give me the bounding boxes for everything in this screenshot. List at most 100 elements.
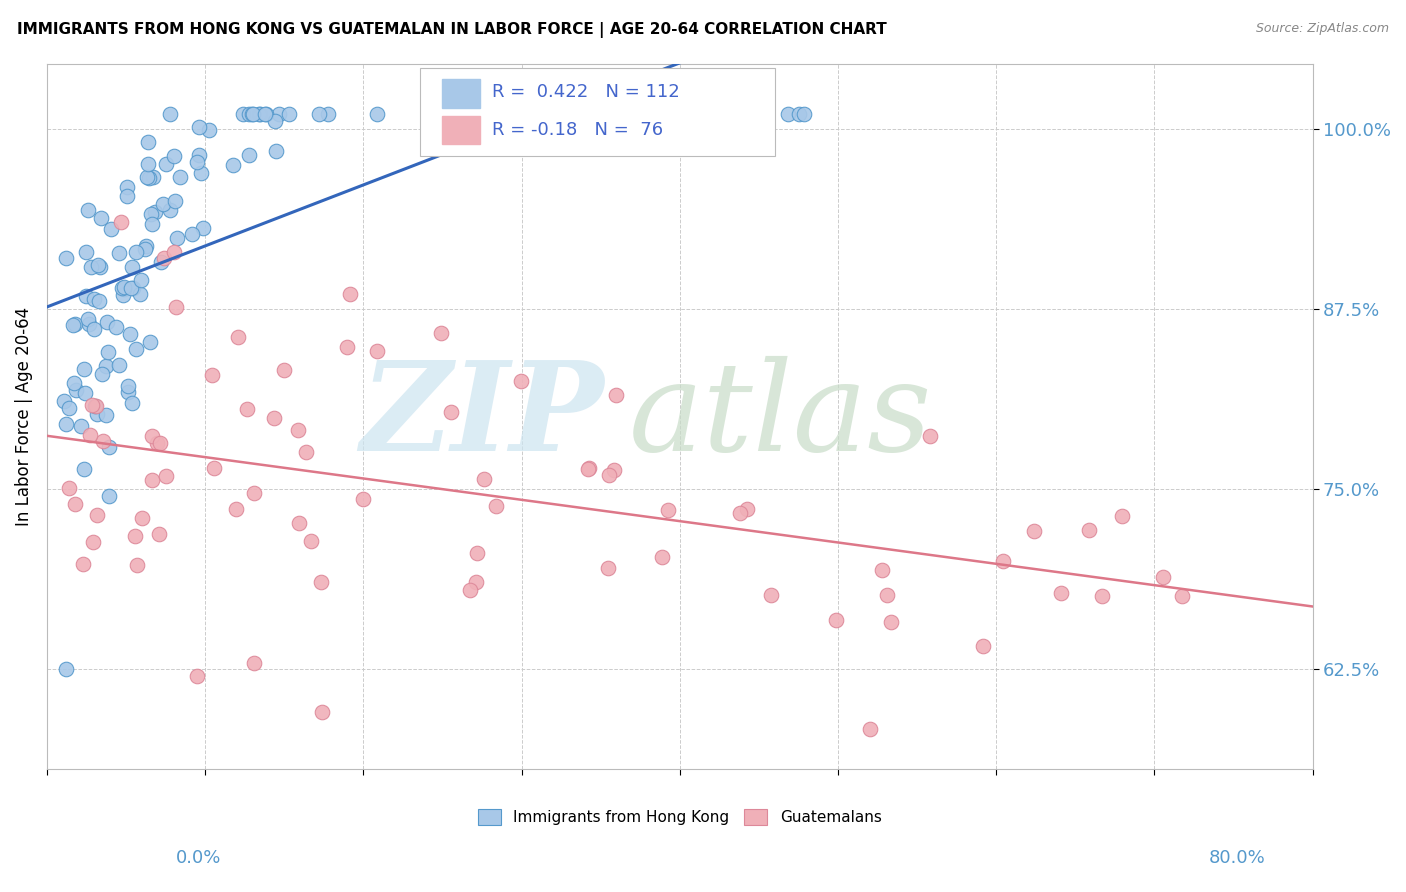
Point: [62, 318, 84, 332]
Text: Source: ZipAtlas.com: Source: ZipAtlas.com: [1256, 22, 1389, 36]
Point: [122, 281, 145, 295]
Point: [63, 497, 86, 511]
Point: [115, 180, 138, 194]
Point: [138, 171, 160, 186]
Point: [120, 281, 142, 295]
Point: [242, 107, 264, 121]
Point: [1022, 524, 1045, 538]
Point: [125, 245, 148, 260]
Point: [273, 363, 295, 377]
Text: ZIP: ZIP: [360, 356, 603, 477]
Point: [311, 574, 333, 589]
Point: [734, 107, 756, 121]
Point: [859, 722, 882, 736]
Point: [134, 243, 156, 257]
Point: [62, 376, 84, 390]
Point: [236, 401, 259, 416]
Point: [228, 330, 250, 344]
Point: [121, 260, 143, 274]
Point: [83, 322, 105, 336]
Point: [880, 615, 903, 630]
Point: [336, 340, 359, 354]
Point: [263, 411, 285, 425]
Point: [145, 436, 167, 450]
Point: [465, 546, 488, 560]
Point: [96, 315, 118, 329]
Point: [125, 342, 148, 356]
Point: [141, 473, 163, 487]
Point: [100, 222, 122, 236]
Point: [128, 286, 150, 301]
Point: [58, 401, 80, 416]
Point: [578, 461, 600, 475]
Point: [1050, 585, 1073, 599]
Point: [138, 136, 160, 150]
Point: [105, 319, 128, 334]
Point: [1152, 570, 1174, 584]
Point: [72, 557, 94, 571]
Point: [440, 405, 463, 419]
Point: [299, 533, 322, 548]
Point: [603, 463, 626, 477]
Point: [651, 549, 673, 564]
Point: [240, 107, 263, 121]
Point: [125, 558, 148, 573]
Point: [117, 384, 139, 399]
Point: [352, 491, 374, 506]
Point: [111, 281, 134, 295]
Point: [188, 148, 211, 162]
Point: [287, 423, 309, 437]
Point: [295, 445, 318, 459]
Point: [657, 503, 679, 517]
Legend: Immigrants from Hong Kong, Guatemalans: Immigrants from Hong Kong, Guatemalans: [478, 809, 882, 825]
Point: [759, 588, 782, 602]
Point: [169, 170, 191, 185]
Point: [76, 312, 98, 326]
Point: [89, 260, 111, 275]
Point: [131, 510, 153, 524]
Point: [464, 575, 486, 590]
Point: [187, 120, 209, 134]
Point: [288, 516, 311, 531]
Point: [82, 535, 104, 549]
Point: [249, 107, 271, 121]
Point: [824, 614, 846, 628]
Point: [605, 388, 627, 402]
Point: [690, 107, 713, 121]
Point: [135, 169, 157, 184]
Point: [58, 481, 80, 495]
Point: [201, 368, 224, 383]
Point: [141, 207, 163, 221]
Point: [510, 374, 533, 388]
Y-axis label: In Labor Force | Age 20-64: In Labor Force | Age 20-64: [15, 307, 32, 526]
Point: [1077, 523, 1099, 537]
Point: [80, 260, 103, 274]
Point: [162, 245, 184, 260]
Point: [778, 107, 800, 121]
Point: [567, 107, 589, 121]
Point: [472, 472, 495, 486]
Point: [129, 273, 152, 287]
Point: [754, 107, 776, 121]
Point: [308, 107, 330, 121]
Point: [143, 205, 166, 219]
Point: [86, 399, 108, 413]
Point: [993, 554, 1015, 568]
Point: [225, 501, 247, 516]
Point: [155, 156, 177, 170]
Point: [52, 393, 75, 408]
Point: [86, 508, 108, 523]
Point: [238, 107, 260, 121]
Point: [110, 215, 132, 229]
Point: [339, 287, 361, 301]
Point: [242, 486, 264, 500]
Point: [148, 526, 170, 541]
Point: [316, 107, 339, 121]
Point: [247, 107, 270, 121]
Point: [136, 157, 159, 171]
Point: [222, 158, 245, 172]
Point: [142, 170, 165, 185]
FancyBboxPatch shape: [420, 68, 775, 156]
Point: [793, 107, 815, 121]
Point: [87, 294, 110, 309]
